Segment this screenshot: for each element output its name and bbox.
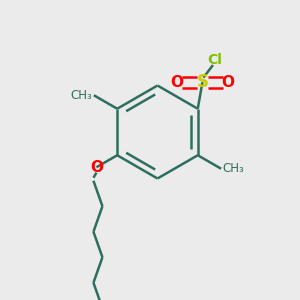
Text: Cl: Cl (207, 53, 222, 67)
Text: CH₃: CH₃ (223, 162, 244, 175)
Text: O: O (90, 160, 103, 175)
Text: O: O (221, 75, 235, 90)
Text: O: O (170, 75, 184, 90)
Text: S: S (196, 73, 208, 91)
Text: CH₃: CH₃ (70, 89, 92, 102)
